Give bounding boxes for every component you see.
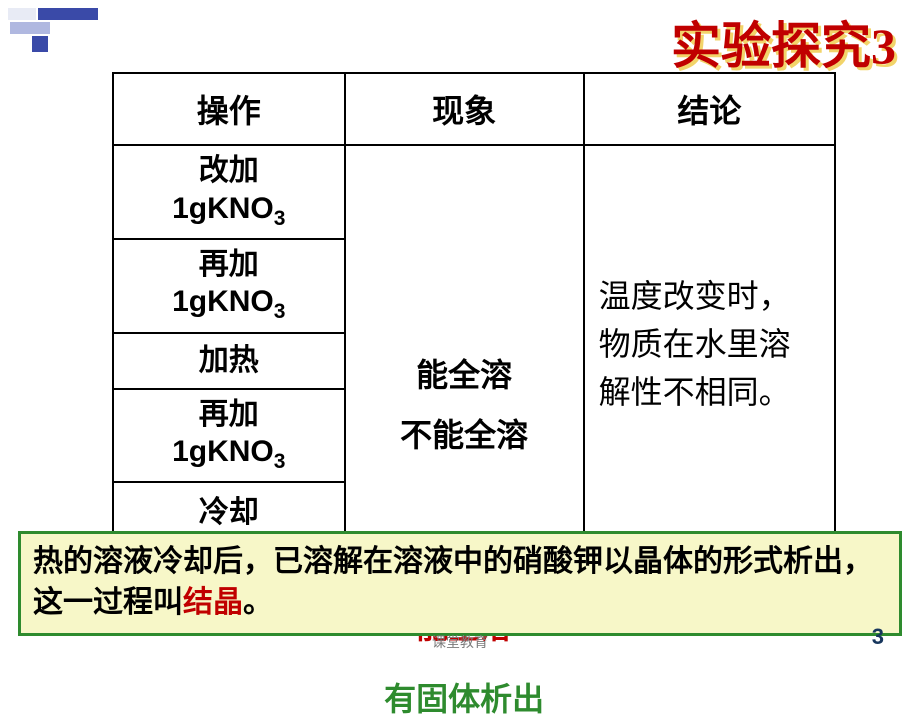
op1-l1: 再加 (118, 246, 340, 284)
op0-l1: 改加 (118, 152, 340, 190)
op1-l2: 1gKNO3 (118, 283, 340, 325)
footer-text: 课堂教育 (432, 632, 488, 652)
op3-l2: 1gKNO3 (118, 433, 340, 475)
conclusion-text: 温度改变时，物质在水里溶解性不相同。 (585, 272, 834, 416)
note-highlight: 结晶 (183, 586, 243, 619)
header-conclusion: 结论 (584, 73, 835, 145)
header-operation: 操作 (113, 73, 345, 145)
op-cell-2: 加热 (113, 333, 345, 389)
experiment-table: 操作 现象 结论 改加 1gKNO3 能全溶不能全溶能全溶能全溶有固体析出 温度… (112, 72, 836, 543)
op3-l1: 再加 (118, 396, 340, 434)
op4-l1: 冷却 (118, 494, 340, 532)
phenomenon-cell: 能全溶不能全溶能全溶能全溶有固体析出 (345, 145, 584, 542)
note-post: 。 (243, 586, 273, 619)
op-cell-3: 再加 1gKNO3 (113, 389, 345, 483)
note-pre: 热的溶液冷却后，已溶解在溶液中的硝酸钾以晶体的形式析出，这一过程叫 (33, 545, 873, 619)
note-box: 热的溶液冷却后，已溶解在溶液中的硝酸钾以晶体的形式析出，这一过程叫结晶。 (18, 531, 902, 636)
header-phenomenon: 现象 (345, 73, 584, 145)
op0-l2: 1gKNO3 (118, 190, 340, 232)
title-text: 实验探究3 (671, 18, 896, 74)
slide-title: 实验探究3 (671, 6, 896, 78)
page-number: 3 (872, 624, 884, 650)
phenomenon-4: 有固体析出 (346, 674, 583, 720)
op2-l1: 加热 (118, 342, 340, 380)
corner-decoration (0, 0, 120, 70)
phenomenon-1: 不能全溶 (346, 410, 583, 456)
phenomenon-0: 能全溶 (346, 350, 583, 396)
op-cell-0: 改加 1gKNO3 (113, 145, 345, 239)
op-cell-1: 再加 1gKNO3 (113, 239, 345, 333)
conclusion-cell: 温度改变时，物质在水里溶解性不相同。 (584, 145, 835, 542)
